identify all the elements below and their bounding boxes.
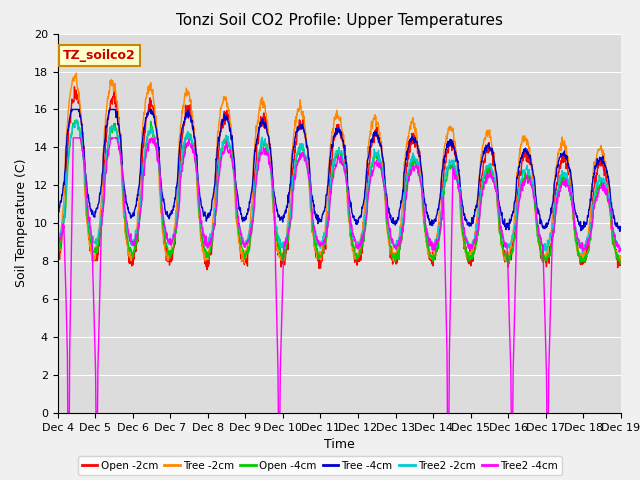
X-axis label: Time: Time <box>324 438 355 451</box>
Text: TZ_soilco2: TZ_soilco2 <box>63 49 136 62</box>
Title: Tonzi Soil CO2 Profile: Upper Temperatures: Tonzi Soil CO2 Profile: Upper Temperatur… <box>176 13 502 28</box>
Legend: Open -2cm, Tree -2cm, Open -4cm, Tree -4cm, Tree2 -2cm, Tree2 -4cm: Open -2cm, Tree -2cm, Open -4cm, Tree -4… <box>77 456 563 475</box>
Y-axis label: Soil Temperature (C): Soil Temperature (C) <box>15 159 28 288</box>
